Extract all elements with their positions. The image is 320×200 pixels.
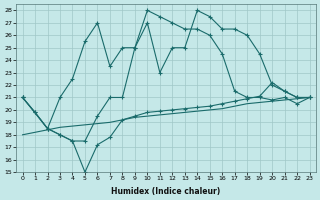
X-axis label: Humidex (Indice chaleur): Humidex (Indice chaleur) [111, 187, 221, 196]
